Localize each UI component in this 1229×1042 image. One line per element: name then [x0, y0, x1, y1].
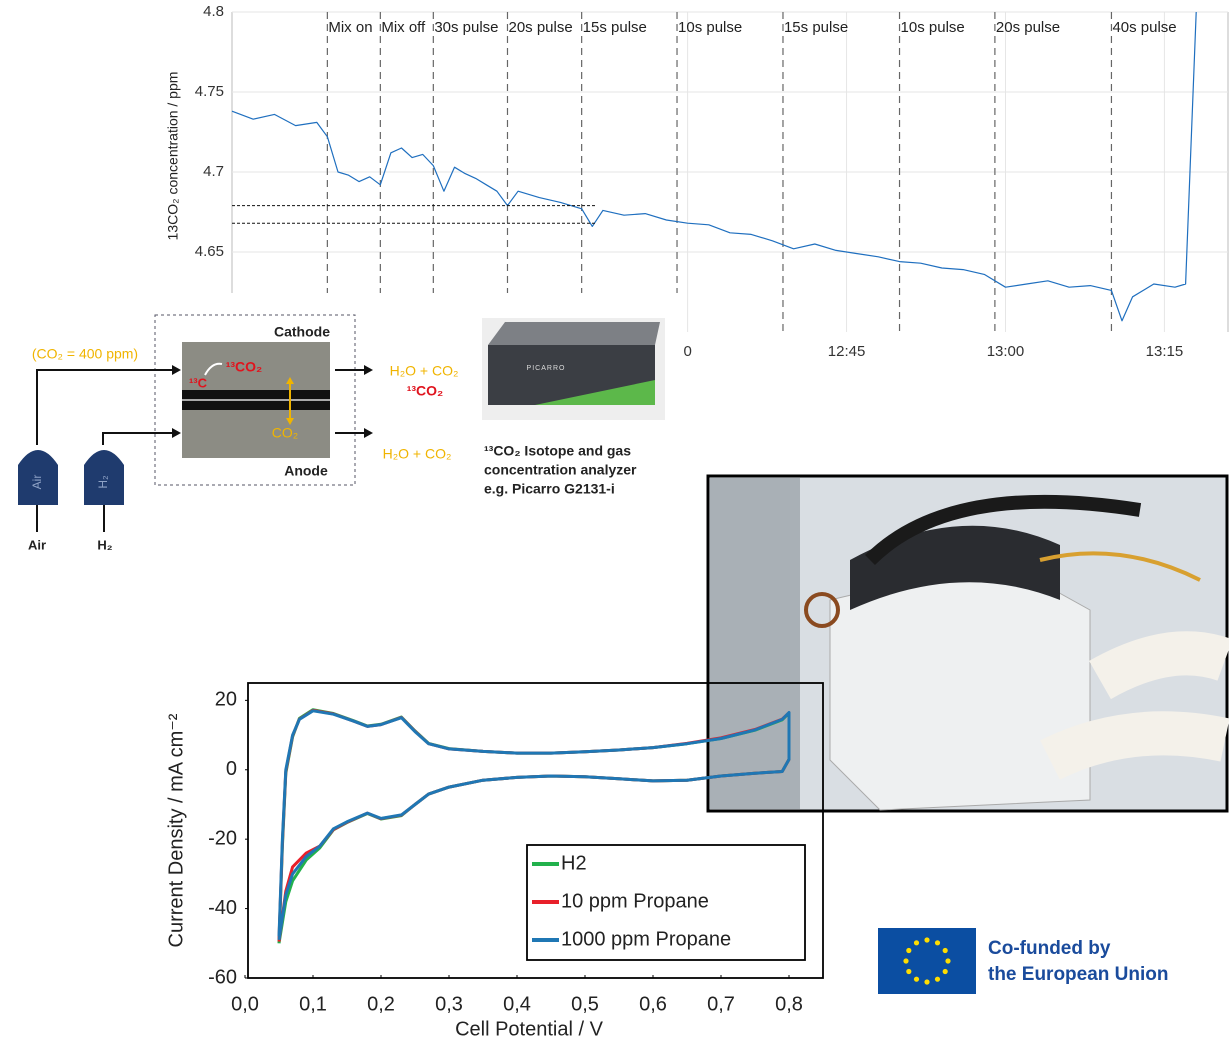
star	[924, 979, 930, 985]
legend-label: H2	[561, 852, 587, 874]
arrowhead	[364, 428, 373, 438]
y-tick-label: -40	[208, 897, 237, 919]
star	[945, 958, 951, 964]
event-label: 10s pulse	[901, 19, 965, 36]
event-label: Mix on	[328, 19, 372, 36]
event-label: 30s pulse	[434, 19, 498, 36]
arrowhead	[172, 428, 181, 438]
cathode-out-label: H₂O + CO₂	[390, 363, 459, 379]
x-tick-label: 0,1	[299, 993, 327, 1015]
y-tick-label: 0	[226, 758, 237, 780]
x-tick-label: 13:15	[1146, 343, 1184, 360]
event-label: 40s pulse	[1112, 19, 1176, 36]
anode-out-label: H₂O + CO₂	[383, 446, 452, 462]
x-tick-label: 0,5	[571, 993, 599, 1015]
star	[934, 976, 941, 982]
logo-text: the European Union	[988, 964, 1169, 985]
star	[942, 947, 948, 954]
y-tick-label: 4.75	[195, 83, 224, 100]
y-tick-label: 4.65	[195, 243, 224, 260]
star	[934, 940, 941, 946]
x-axis-title: Cell Potential / V	[455, 1018, 604, 1040]
x-tick-label: 0,0	[231, 993, 259, 1015]
cathode-label: Cathode	[274, 324, 330, 340]
cell-stack	[850, 525, 1060, 610]
arrowhead	[172, 365, 181, 375]
y-tick-label: -20	[208, 827, 237, 849]
analyzer-caption: e.g. Picarro G2131-i	[484, 481, 615, 497]
analyzer-stripe	[535, 380, 655, 405]
carbon-label: ¹³C	[189, 375, 208, 390]
analyzer-brand: PICARRO	[527, 365, 566, 372]
series-line	[231, 11, 1197, 322]
event-label: 10s pulse	[678, 19, 742, 36]
y-tick-label: 20	[215, 689, 237, 711]
tank-caption: Air	[28, 537, 46, 552]
crossover-label: CO₂	[272, 425, 298, 441]
x-tick-label: 0,8	[775, 993, 803, 1015]
hose	[865, 494, 1142, 565]
air-tank	[18, 450, 58, 505]
event-label: 15s pulse	[583, 19, 647, 36]
product-label: ¹³CO₂	[226, 359, 263, 375]
y-tick-label: 4.7	[203, 163, 224, 180]
y-tick-label: -60	[208, 966, 237, 988]
x-tick-label: 0,4	[503, 993, 531, 1015]
star	[942, 968, 948, 975]
star	[906, 968, 912, 975]
coil	[804, 592, 840, 628]
star	[903, 958, 909, 964]
series-line	[277, 709, 791, 941]
photo	[706, 474, 1229, 813]
legend-label: 1000 ppm Propane	[561, 928, 731, 950]
logo-text: Co-funded by	[988, 938, 1111, 959]
y-axis-title: 13CO₂ concentration / ppm	[165, 72, 181, 241]
analyzer-caption: concentration analyzer	[484, 462, 637, 478]
x-tick-label: 0,6	[639, 993, 667, 1015]
y-tick-label: 4.8	[203, 3, 224, 20]
diagram: Cathode Anode (CO₂ = 400 ppm) Air H₂ Air…	[0, 293, 682, 563]
event-label: Mix off	[381, 19, 426, 36]
isotope-out-label: ¹³CO₂	[407, 383, 444, 399]
analyzer-caption: ¹³CO₂ Isotope and gas	[484, 443, 631, 459]
y-axis-title: Current Density / mA cm⁻²	[165, 713, 187, 947]
event-label: 20s pulse	[996, 19, 1060, 36]
air-line	[36, 369, 172, 445]
x-tick-label: 13:00	[987, 343, 1025, 360]
h2-tank	[84, 450, 124, 505]
x-tick-label: 0,7	[707, 993, 735, 1015]
inlet-label: (CO₂ = 400 ppm)	[32, 346, 138, 362]
star	[906, 947, 912, 954]
eu-logo: Co-funded by the European Union	[878, 928, 1169, 994]
x-tick-label: 0,3	[435, 993, 463, 1015]
tank-label: Air	[30, 475, 44, 490]
tank-caption: H₂	[97, 537, 112, 552]
analyzer-top	[488, 322, 660, 345]
insulated-pipe	[1040, 711, 1229, 780]
cv-chart: -60 -40 -20 0 20 0,0 0,1 0,2 0,3 0,4 0,5 0,6 0,7 0,8 C…	[165, 682, 824, 1040]
h2-line	[102, 432, 172, 445]
star	[913, 976, 920, 982]
event-label: 20s pulse	[508, 19, 572, 36]
isotope-chart: 4.65 4.7 4.75 4.8 0 12:45 13:00 13:15 Mix on Mix …	[165, 3, 1229, 360]
star	[913, 940, 920, 946]
reaction-arrow	[204, 362, 223, 376]
legend-box	[526, 844, 806, 961]
cell-box	[154, 314, 356, 486]
star	[924, 937, 930, 943]
photo-background	[710, 478, 800, 809]
x-tick-label: 0	[683, 343, 691, 360]
legend-label: 10 ppm Propane	[561, 890, 709, 912]
insulated-pipe	[1089, 631, 1229, 700]
anode-label: Anode	[284, 463, 328, 479]
x-tick-label: 12:45	[828, 343, 866, 360]
plot-frame	[247, 682, 824, 979]
arrowhead	[364, 365, 373, 375]
wires	[1039, 551, 1201, 582]
event-label: 15s pulse	[784, 19, 848, 36]
tank-label: H₂	[96, 475, 110, 489]
x-tick-label: 0,2	[367, 993, 395, 1015]
